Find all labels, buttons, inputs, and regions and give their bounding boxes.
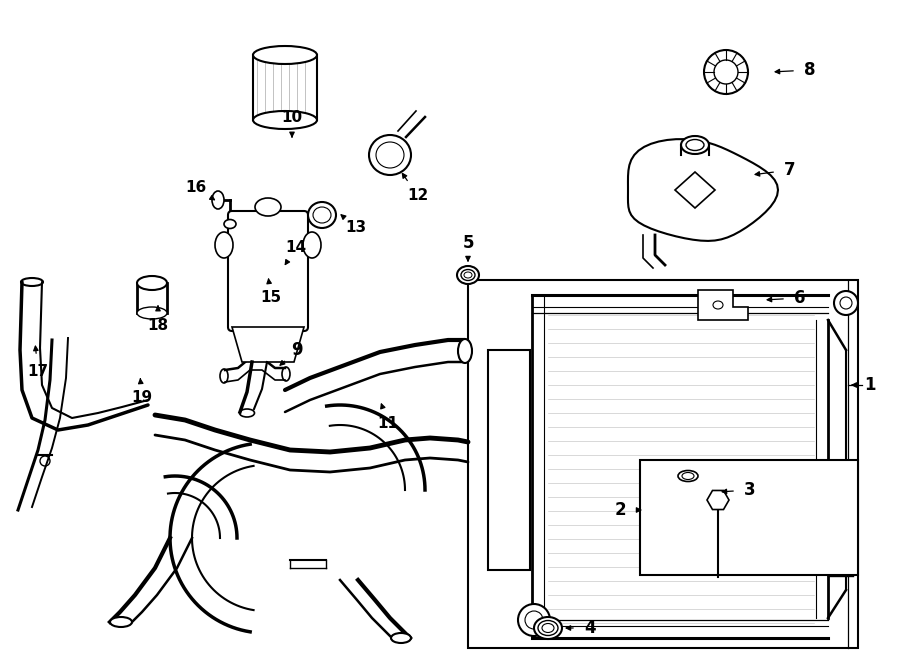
Text: 14: 14 (285, 241, 307, 256)
Ellipse shape (224, 219, 236, 229)
Ellipse shape (255, 198, 281, 216)
Ellipse shape (308, 202, 336, 228)
Text: 11: 11 (377, 416, 399, 430)
Text: 1: 1 (864, 376, 876, 394)
Text: 15: 15 (260, 290, 282, 305)
Text: 16: 16 (185, 180, 207, 196)
Ellipse shape (457, 266, 479, 284)
Ellipse shape (253, 46, 317, 64)
Text: 6: 6 (794, 289, 806, 307)
Bar (468, 280, 858, 648)
Text: 3: 3 (744, 481, 756, 499)
Ellipse shape (110, 617, 132, 627)
Text: 19: 19 (131, 391, 153, 405)
Circle shape (704, 50, 748, 94)
Text: 17: 17 (27, 364, 49, 379)
Polygon shape (707, 490, 729, 510)
Ellipse shape (212, 191, 224, 209)
Bar (488, 350, 530, 570)
Ellipse shape (215, 232, 233, 258)
FancyBboxPatch shape (228, 211, 308, 331)
Ellipse shape (391, 633, 411, 643)
Text: 2: 2 (614, 501, 626, 519)
Text: 10: 10 (282, 110, 302, 126)
Text: 13: 13 (346, 221, 366, 235)
Text: 9: 9 (292, 341, 302, 359)
Polygon shape (698, 290, 748, 320)
Text: 12: 12 (408, 188, 428, 204)
Ellipse shape (253, 111, 317, 129)
Ellipse shape (303, 232, 321, 258)
Polygon shape (628, 139, 778, 241)
Polygon shape (232, 327, 304, 362)
Ellipse shape (458, 339, 472, 363)
Circle shape (518, 604, 550, 636)
Text: 8: 8 (805, 61, 815, 79)
Text: 18: 18 (148, 317, 168, 332)
Ellipse shape (137, 307, 167, 319)
Text: 4: 4 (584, 619, 596, 637)
Ellipse shape (369, 135, 411, 175)
Circle shape (834, 291, 858, 315)
Ellipse shape (681, 136, 709, 154)
Text: 7: 7 (784, 161, 796, 179)
Text: 5: 5 (463, 234, 473, 252)
Bar (640, 460, 858, 575)
Ellipse shape (534, 617, 562, 639)
Ellipse shape (137, 276, 167, 290)
